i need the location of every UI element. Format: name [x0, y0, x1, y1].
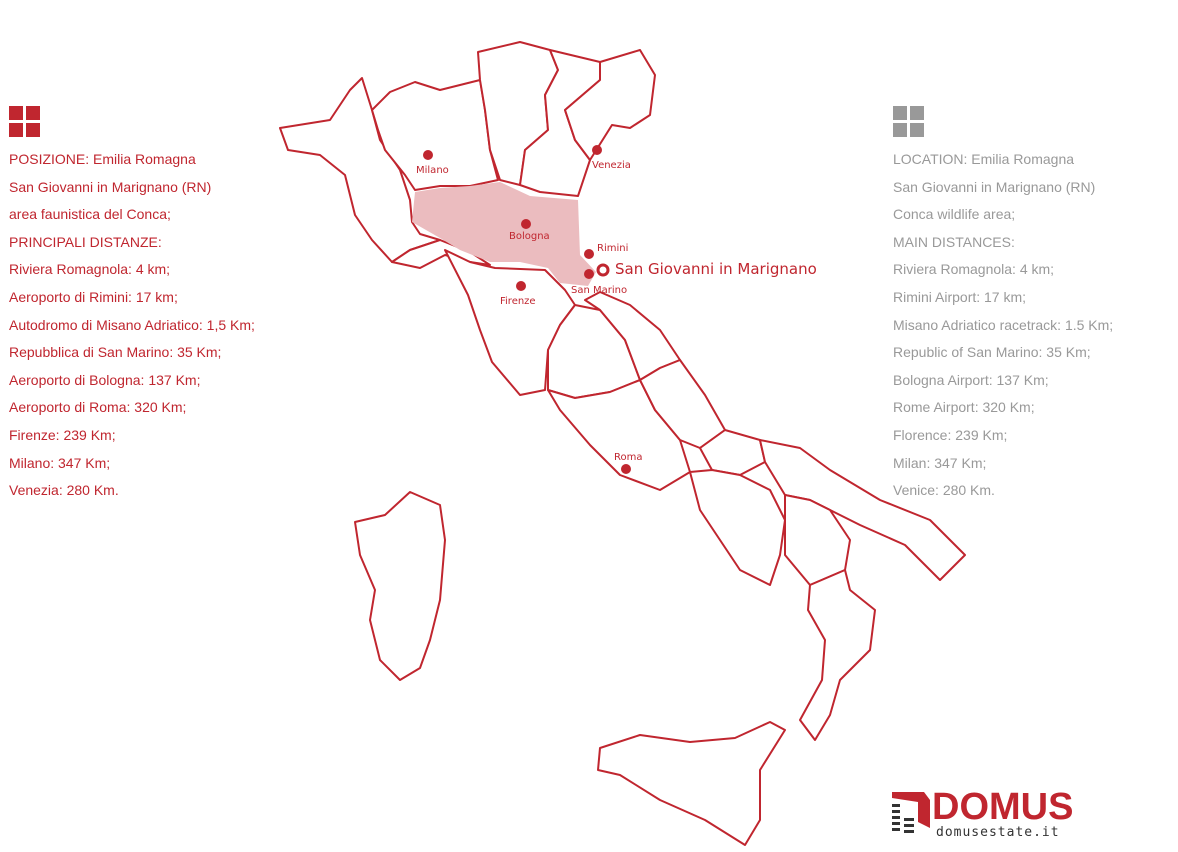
- info-line: LOCATION: Emilia Romagna: [893, 151, 1075, 167]
- city-dot-rimini: [584, 249, 594, 259]
- region-sardegna: [354, 491, 446, 681]
- info-line: Repubblica di San Marino: 35 Km;: [9, 344, 222, 361]
- info-line: Riviera Romagnola: 4 km;: [893, 261, 1055, 278]
- city-label-san-marino: San Marino: [571, 285, 627, 296]
- city-dot-roma: [621, 464, 631, 474]
- info-line: Florence: 239 Km;: [893, 426, 1008, 443]
- info-line: Bologna Airport: 137 Km;: [893, 371, 1049, 388]
- info-line: Misano Adriatico racetrack: 1.5 Km;: [893, 316, 1114, 333]
- region-campania: [689, 469, 786, 586]
- city-dot-san-marino: [584, 269, 594, 279]
- info-line: Venice: 280 Km.: [893, 482, 995, 499]
- city-label-milano: Milano: [416, 165, 449, 176]
- info-line: PRINCIPALI DISTANZE:: [9, 233, 162, 250]
- info-line: Rome Airport: 320 Km;: [893, 399, 1035, 416]
- four-squares-icon: [9, 106, 40, 137]
- info-line: Milan: 347 Km;: [893, 454, 987, 471]
- city-dot-venezia: [592, 145, 602, 155]
- info-line: MAIN DISTANCES:: [893, 233, 1015, 250]
- region-emilia-romagna: [412, 182, 596, 286]
- info-line: Riviera Romagnola: 4 km;: [9, 261, 171, 278]
- italian-info-panel: POSIZIONE: Emilia Romagna San Giovanni in…: [9, 106, 255, 505]
- info-line: Conca wildlife area;: [893, 206, 1016, 223]
- logo-site: domusestate.it: [936, 825, 1060, 840]
- city-label-venezia: Venezia: [592, 160, 631, 171]
- info-line: Aeroporto di Bologna: 137 Km;: [9, 371, 201, 388]
- city-dot-bologna: [521, 219, 531, 229]
- four-squares-icon: [893, 106, 924, 137]
- region-lombardia: [371, 79, 499, 191]
- info-line: Rimini Airport: 17 km;: [893, 288, 1027, 305]
- info-line: San Giovanni in Marignano (RN): [9, 178, 212, 195]
- city-dot-milano: [423, 150, 433, 160]
- region-friuli: [564, 49, 656, 161]
- city-dot-firenze: [516, 281, 526, 291]
- domus-logo: DOMUS domusestate.it: [890, 786, 1080, 842]
- target-location-label: San Giovanni in Marignano: [615, 260, 817, 278]
- info-line: Venezia: 280 Km.: [9, 482, 119, 499]
- info-line: Firenze: 239 Km;: [9, 426, 116, 443]
- info-line: POSIZIONE: Emilia Romagna: [9, 151, 196, 167]
- city-label-bologna: Bologna: [509, 231, 550, 242]
- region-calabria: [799, 569, 876, 741]
- target-location-marker-icon: [596, 263, 610, 277]
- city-label-firenze: Firenze: [500, 296, 536, 307]
- english-info-panel: LOCATION: Emilia Romagna San Giovanni in …: [893, 106, 1113, 505]
- city-label-roma: Roma: [614, 452, 643, 463]
- region-liguria: [391, 239, 491, 269]
- info-line: area faunistica del Conca;: [9, 206, 171, 223]
- info-line: Autodromo di Misano Adriatico: 1,5 Km;: [9, 316, 255, 333]
- info-line: Milano: 347 Km;: [9, 454, 111, 471]
- region-lazio: [547, 379, 691, 491]
- logo-wordmark: DOMUS: [932, 786, 1074, 828]
- region-piemonte: [279, 77, 441, 263]
- region-sicilia: [597, 721, 786, 846]
- building-logo-icon: [892, 792, 930, 833]
- info-line: San Giovanni in Marignano (RN): [893, 178, 1096, 195]
- info-line: Aeroporto di Rimini: 17 km;: [9, 288, 178, 305]
- info-line: Republic of San Marino: 35 Km;: [893, 344, 1091, 361]
- city-label-rimini: Rimini: [597, 243, 628, 254]
- info-line: Aeroporto di Roma: 320 Km;: [9, 399, 187, 416]
